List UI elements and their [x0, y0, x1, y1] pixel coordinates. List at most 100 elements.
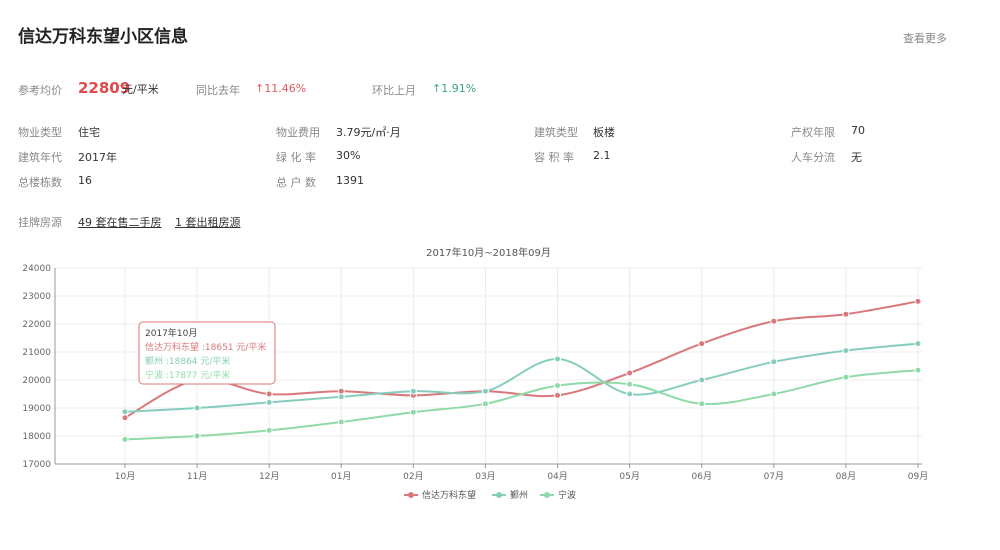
- buildings-label: 总楼栋数: [18, 176, 62, 189]
- x-tick-label: 03月: [475, 471, 495, 482]
- x-tick-label: 06月: [692, 471, 712, 482]
- data-point: [626, 369, 634, 377]
- series-line-1: [124, 342, 919, 413]
- legend-marker-0: [408, 492, 414, 498]
- tooltip-line-3: 宁波 :17877 元/平米: [145, 369, 230, 381]
- separation-value: 无: [851, 151, 862, 164]
- price-trend-chart: 2017年10月~2018年09月 17000 18000 19000 20000 210…: [22, 246, 928, 501]
- tooltip-title: 2017年10月: [145, 327, 197, 339]
- data-point: [121, 435, 129, 443]
- data-point: [193, 404, 201, 412]
- x-tick-label: 04月: [547, 471, 567, 482]
- data-point: [698, 340, 706, 348]
- data-point: [914, 340, 922, 348]
- x-tick-label: 02月: [403, 471, 423, 482]
- data-point: [121, 408, 129, 416]
- mom-label: 环比上月: [372, 84, 416, 97]
- legend-label-2: 宁波: [558, 489, 576, 501]
- y-tick-label: 24000: [22, 264, 51, 274]
- x-tick-label: 01月: [331, 471, 351, 482]
- separation-label: 人车分流: [791, 151, 835, 164]
- legend-marker-2: [544, 492, 550, 498]
- data-point: [265, 426, 273, 434]
- building-type-value: 板楼: [593, 126, 615, 139]
- yoy-label: 同比去年: [196, 84, 240, 97]
- data-point: [626, 380, 634, 388]
- x-tick-label: 09月: [908, 471, 928, 482]
- year-label: 建筑年代: [18, 151, 62, 164]
- legend-marker-1: [496, 492, 502, 498]
- property-type-label: 物业类型: [18, 126, 62, 139]
- mom-value: ↑1.91%: [432, 82, 477, 95]
- data-point: [698, 376, 706, 384]
- data-point: [626, 390, 634, 398]
- y-tick-label: 18000: [22, 432, 51, 442]
- y-tick-label: 20000: [22, 376, 51, 386]
- far-value: 2.1: [593, 149, 611, 162]
- data-point: [842, 373, 850, 381]
- view-more-link[interactable]: 查看更多: [903, 32, 947, 45]
- households-label: 总 户 数: [276, 176, 316, 189]
- data-point: [554, 355, 562, 363]
- fee-value: 3.79元/㎡·月: [336, 126, 401, 139]
- y-tick-label: 19000: [22, 404, 51, 414]
- data-point: [337, 418, 345, 426]
- data-point: [554, 382, 562, 390]
- x-tick-label: 07月: [764, 471, 784, 482]
- fee-label: 物业费用: [276, 126, 320, 139]
- sale-listings-link[interactable]: 49 套在售二手房: [78, 216, 162, 229]
- page-title: 信达万科东望小区信息: [18, 27, 188, 47]
- tooltip-line-2: 鄞州 :18864 元/平米: [145, 355, 230, 367]
- y-tick-label: 23000: [22, 292, 51, 302]
- avg-price-label: 参考均价: [18, 84, 62, 97]
- data-point: [698, 400, 706, 408]
- buildings-value: 16: [78, 174, 92, 187]
- chart-title: 2017年10月~2018年09月: [426, 246, 551, 259]
- households-value: 1391: [336, 174, 364, 187]
- far-label: 容 积 率: [534, 151, 574, 164]
- data-point: [409, 387, 417, 395]
- green-value: 30%: [336, 149, 361, 162]
- data-point: [481, 387, 489, 395]
- data-point: [554, 391, 562, 399]
- x-tick-label: 05月: [619, 471, 639, 482]
- series-line-0: [124, 300, 919, 419]
- legend-label-0: 信达万科东望: [422, 489, 476, 501]
- yoy-value: ↑11.46%: [255, 82, 307, 95]
- avg-price-unit: 元/平米: [122, 83, 159, 96]
- tooltip-line-1: 信达万科东望 :18651 元/平米: [145, 341, 266, 353]
- y-tick-label: 21000: [22, 348, 51, 358]
- data-point: [121, 414, 129, 422]
- x-tick-label: 10月: [115, 471, 135, 482]
- data-point: [265, 390, 273, 398]
- rent-listings-link[interactable]: 1 套出租房源: [175, 216, 241, 229]
- year-value: 2017年: [78, 151, 117, 164]
- data-point: [770, 390, 778, 398]
- x-tick-label: 08月: [836, 471, 856, 482]
- series-line-2: [124, 369, 919, 441]
- data-point: [337, 393, 345, 401]
- building-type-label: 建筑类型: [534, 126, 578, 139]
- y-tick-label: 22000: [22, 320, 51, 330]
- x-tick-label: 12月: [259, 471, 279, 482]
- data-point: [409, 408, 417, 416]
- listings-label: 挂牌房源: [18, 216, 62, 229]
- data-point: [481, 400, 489, 408]
- data-point: [265, 398, 273, 406]
- data-point: [842, 347, 850, 355]
- property-type-value: 住宅: [78, 126, 100, 139]
- data-point: [193, 432, 201, 440]
- tooltip-box: [138, 321, 276, 385]
- avg-price-value: 22809: [78, 79, 131, 97]
- data-point: [914, 366, 922, 374]
- x-tick-label: 11月: [187, 471, 207, 482]
- data-point: [842, 310, 850, 318]
- data-point: [770, 358, 778, 366]
- data-point: [914, 297, 922, 305]
- data-point: [770, 317, 778, 325]
- legend-label-1: 鄞州: [510, 489, 528, 501]
- y-tick-label: 17000: [22, 460, 51, 470]
- ownership-label: 产权年限: [791, 126, 835, 139]
- green-label: 绿 化 率: [276, 151, 316, 164]
